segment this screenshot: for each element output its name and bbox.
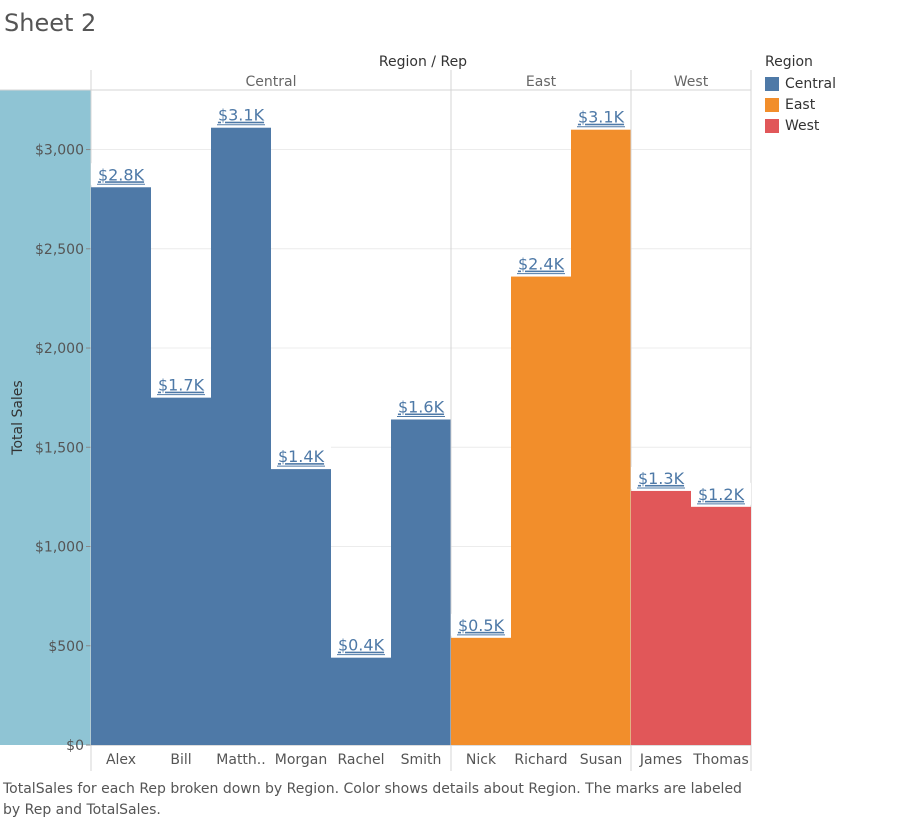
bar-richard (511, 276, 571, 745)
data-label: $2.8K (98, 165, 145, 184)
region-header-central: Central (246, 74, 297, 90)
y-tick-label: $2,500 (35, 242, 84, 258)
legend-item-central[interactable]: Central (765, 73, 836, 94)
legend-label-east: East (785, 96, 816, 113)
legend-title: Region (765, 54, 813, 70)
data-label-bg (571, 105, 631, 128)
legend-swatch-west (765, 118, 779, 133)
x-tick-label: Susan (580, 752, 623, 768)
bar-nick (451, 637, 511, 745)
bar-morgan (271, 469, 331, 745)
y-tick-label: $500 (48, 639, 84, 655)
data-label: $1.7K (158, 376, 205, 395)
data-label-bg (451, 613, 511, 636)
data-label-bg (91, 163, 151, 186)
x-tick-label: Matth.. (216, 752, 265, 768)
data-label: $3.1K (218, 106, 265, 125)
region-header-west: West (674, 74, 709, 90)
bar-bill (151, 397, 211, 745)
legend-swatch-central (765, 76, 779, 91)
y-tick-label: $0 (66, 738, 84, 754)
bar-james (631, 490, 691, 745)
data-label-bg (631, 466, 691, 489)
data-label-bg (391, 395, 451, 418)
x-tick-label: Bill (170, 752, 191, 768)
y-tick-label: $2,000 (35, 341, 84, 357)
legend-item-west[interactable]: West (765, 115, 836, 136)
x-tick-label: Morgan (275, 752, 328, 768)
bar-alex (91, 187, 151, 745)
bar-smith (391, 419, 451, 745)
y-tick-label: $1,000 (35, 540, 84, 556)
legend: Region Central East West (765, 54, 836, 136)
column-header-title: Region / Rep (379, 54, 467, 70)
data-label-bg (691, 482, 751, 505)
y-tick-label: $3,000 (35, 143, 84, 159)
data-label: $1.4K (278, 447, 325, 466)
x-tick-label: Richard (514, 752, 567, 768)
legend-item-east[interactable]: East (765, 94, 836, 115)
x-tick-label: Thomas (692, 752, 749, 768)
legend-label-central: Central (785, 75, 836, 92)
x-tick-label: Rachel (337, 752, 384, 768)
bar-thomas (691, 506, 751, 745)
x-tick-label: Smith (401, 752, 442, 768)
legend-label-west: West (785, 117, 820, 134)
data-label-bg (271, 445, 331, 468)
x-tick-label: Alex (106, 752, 136, 768)
chart-caption: TotalSales for each Rep broken down by R… (3, 781, 742, 818)
data-label-bg (331, 633, 391, 656)
bar-matth (211, 127, 271, 746)
bar-rachel (331, 657, 391, 745)
y-axis-title: Total Sales (10, 380, 26, 455)
data-label-bg (211, 103, 271, 126)
legend-swatch-east (765, 97, 779, 112)
x-tick-label: James (639, 752, 682, 768)
data-label: $0.4K (338, 636, 385, 655)
x-tick-label: Nick (466, 752, 497, 768)
data-label: $0.5K (458, 616, 505, 635)
data-label: $1.2K (698, 485, 745, 504)
data-label: $1.3K (638, 469, 685, 488)
y-tick-label: $1,500 (35, 440, 84, 456)
data-label-bg (151, 373, 211, 396)
region-header-east: East (526, 74, 557, 90)
y-axis-band (0, 90, 91, 745)
bar-susan (571, 129, 631, 746)
data-label: $2.4K (518, 255, 565, 274)
sheet-title: Sheet 2 (4, 9, 97, 37)
data-label: $3.1K (578, 108, 625, 127)
data-label-bg (511, 252, 571, 275)
data-label: $1.6K (398, 397, 445, 416)
